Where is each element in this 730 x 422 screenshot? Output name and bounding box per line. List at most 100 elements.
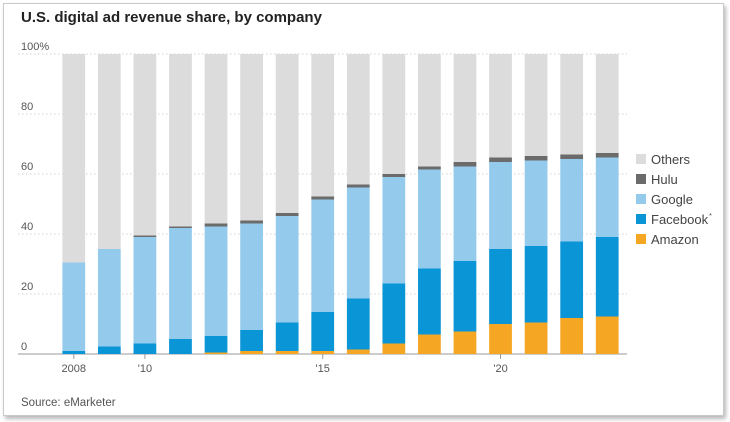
legend-label-google: Google bbox=[651, 192, 693, 207]
bar-segment-others-2018 bbox=[418, 54, 441, 167]
bar-segment-others-2008 bbox=[62, 54, 86, 263]
x-axis-ticks: 2008 '10 '15 '20 bbox=[62, 354, 508, 375]
bar-stack-2008 bbox=[62, 54, 86, 354]
bar-segment-others-2014 bbox=[275, 54, 299, 213]
bar-segment-amazon-2014 bbox=[275, 351, 299, 354]
bar-segment-facebook-2022 bbox=[560, 241, 584, 318]
bar-segment-facebook-2009 bbox=[97, 346, 121, 354]
bar-segment-amazon-2020 bbox=[489, 324, 512, 354]
bar-segment-amazon-2018 bbox=[418, 334, 441, 354]
legend: Others Hulu Google Facebook * Amazon bbox=[636, 152, 712, 247]
bar-stacks bbox=[62, 54, 619, 354]
bar-segment-google-2023 bbox=[595, 157, 619, 237]
bar-segment-facebook-2019 bbox=[453, 261, 477, 332]
y-tick-label: 100% bbox=[21, 41, 49, 53]
bar-segment-facebook-2011 bbox=[169, 339, 192, 354]
bar-segment-hulu-2013 bbox=[240, 220, 263, 224]
chart-title: U.S. digital ad revenue share, by compan… bbox=[21, 9, 322, 26]
y-tick-label: 60 bbox=[21, 161, 33, 173]
bar-segment-amazon-2015 bbox=[311, 351, 335, 354]
bar-segment-hulu-2014 bbox=[275, 213, 299, 216]
bar-stack-2019 bbox=[453, 54, 477, 354]
bar-segment-hulu-2016 bbox=[346, 184, 370, 188]
bar-segment-hulu-2018 bbox=[418, 166, 441, 170]
bar-segment-google-2008 bbox=[62, 262, 86, 351]
legend-swatch-amazon bbox=[636, 234, 646, 244]
source-note: Source: eMarketer bbox=[21, 397, 116, 409]
bar-segment-hulu-2010 bbox=[133, 235, 157, 237]
bar-segment-hulu-2017 bbox=[382, 174, 406, 177]
bar-stack-2016 bbox=[346, 54, 370, 354]
legend-label-others: Others bbox=[651, 152, 691, 167]
bar-stack-2010 bbox=[133, 54, 157, 354]
bar-segment-others-2009 bbox=[97, 54, 121, 249]
bar-segment-amazon-2012 bbox=[204, 352, 228, 354]
bar-segment-google-2011 bbox=[169, 228, 192, 339]
bar-segment-facebook-2017 bbox=[382, 283, 406, 344]
bar-stack-2011 bbox=[169, 54, 192, 354]
bar-segment-hulu-2023 bbox=[595, 153, 619, 158]
bar-stack-2013 bbox=[240, 54, 263, 354]
bar-segment-google-2015 bbox=[311, 199, 335, 312]
y-tick-label: 80 bbox=[21, 101, 33, 113]
bar-stack-2021 bbox=[524, 54, 548, 354]
legend-footnote-mark: * bbox=[709, 213, 712, 220]
bar-segment-facebook-2014 bbox=[275, 322, 299, 351]
bar-stack-2020 bbox=[489, 54, 512, 354]
bar-segment-facebook-2010 bbox=[133, 343, 157, 354]
bar-segment-facebook-2016 bbox=[346, 298, 370, 350]
bar-segment-hulu-2021 bbox=[524, 156, 548, 161]
bar-segment-google-2016 bbox=[346, 187, 370, 299]
bar-segment-others-2011 bbox=[169, 54, 192, 227]
bar-stack-2023 bbox=[595, 54, 619, 354]
bar-stack-2015 bbox=[311, 54, 335, 354]
bar-segment-others-2020 bbox=[489, 54, 512, 158]
bar-segment-google-2013 bbox=[240, 223, 263, 330]
y-tick-label: 40 bbox=[21, 221, 33, 233]
legend-label-facebook: Facebook bbox=[651, 212, 709, 227]
y-tick-label: 20 bbox=[21, 281, 33, 293]
bar-segment-hulu-2011 bbox=[169, 226, 192, 228]
bar-stack-2017 bbox=[382, 54, 406, 354]
x-tick-label: '20 bbox=[493, 363, 507, 375]
bar-segment-others-2016 bbox=[346, 54, 370, 185]
bar-segment-amazon-2017 bbox=[382, 343, 406, 354]
bar-segment-amazon-2023 bbox=[595, 316, 619, 354]
bar-segment-others-2013 bbox=[240, 54, 263, 221]
bar-stack-2018 bbox=[418, 54, 441, 354]
bar-segment-others-2019 bbox=[453, 54, 477, 162]
bar-segment-google-2020 bbox=[489, 162, 512, 249]
bar-segment-amazon-2021 bbox=[524, 322, 548, 354]
bar-segment-amazon-2016 bbox=[346, 349, 370, 354]
bar-segment-facebook-2015 bbox=[311, 312, 335, 351]
bar-segment-google-2022 bbox=[560, 159, 584, 242]
bar-segment-google-2012 bbox=[204, 226, 228, 336]
bar-segment-amazon-2022 bbox=[560, 318, 584, 354]
bar-segment-google-2018 bbox=[418, 169, 441, 269]
bar-segment-google-2021 bbox=[524, 160, 548, 246]
bar-segment-facebook-2013 bbox=[240, 330, 263, 351]
bar-segment-others-2023 bbox=[595, 54, 619, 153]
bar-stack-2022 bbox=[560, 54, 584, 354]
bar-segment-hulu-2012 bbox=[204, 223, 228, 227]
legend-swatch-hulu bbox=[636, 174, 646, 184]
legend-swatch-facebook bbox=[636, 214, 646, 224]
bar-segment-facebook-2018 bbox=[418, 268, 441, 335]
bar-segment-hulu-2015 bbox=[311, 196, 335, 200]
bar-segment-google-2017 bbox=[382, 177, 406, 284]
bar-stack-2014 bbox=[275, 54, 299, 354]
bar-segment-google-2010 bbox=[133, 237, 157, 344]
bar-segment-others-2010 bbox=[133, 54, 157, 236]
legend-swatch-google bbox=[636, 194, 646, 204]
y-tick-label: 0 bbox=[21, 341, 27, 353]
bar-segment-others-2015 bbox=[311, 54, 335, 197]
bar-segment-others-2017 bbox=[382, 54, 406, 174]
bar-segment-facebook-2021 bbox=[524, 246, 548, 323]
bar-segment-hulu-2020 bbox=[489, 157, 512, 162]
bar-segment-facebook-2020 bbox=[489, 249, 512, 324]
bar-segment-facebook-2008 bbox=[62, 351, 86, 354]
x-tick-label: 2008 bbox=[62, 363, 86, 375]
legend-label-hulu: Hulu bbox=[651, 172, 678, 187]
legend-label-amazon: Amazon bbox=[651, 232, 699, 247]
